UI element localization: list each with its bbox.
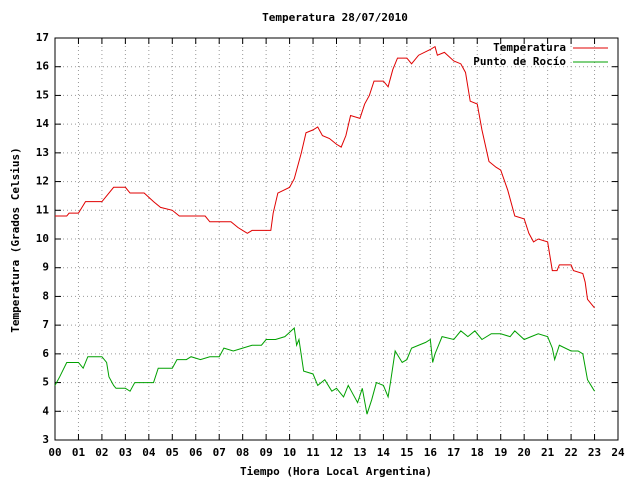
y-tick-label: 12 <box>36 175 49 188</box>
x-tick-label: 01 <box>72 446 86 459</box>
y-tick-label: 5 <box>42 376 49 389</box>
x-tick-label: 03 <box>119 446 132 459</box>
x-tick-label: 02 <box>95 446 108 459</box>
y-tick-label: 14 <box>36 117 50 130</box>
x-tick-label: 13 <box>353 446 366 459</box>
plot-border <box>54 37 619 441</box>
y-tick-label: 4 <box>42 404 49 417</box>
x-tick-label: 17 <box>447 446 460 459</box>
y-tick-label: 3 <box>42 433 49 446</box>
x-tick-label: 09 <box>260 446 273 459</box>
y-tick-label: 7 <box>42 318 49 331</box>
x-tick-label: 22 <box>564 446 577 459</box>
x-tick-label: 16 <box>424 446 438 459</box>
x-tick-label: 23 <box>588 446 601 459</box>
legend-label: Temperatura <box>493 41 566 54</box>
y-axis-label: Temperatura (Grados Celsius) <box>9 147 22 332</box>
y-tick-label: 16 <box>36 60 50 73</box>
x-tick-label: 11 <box>306 446 320 459</box>
x-tick-label: 10 <box>283 446 296 459</box>
chart-title: Temperatura 28/07/2010 <box>262 11 408 24</box>
x-tick-label: 18 <box>471 446 484 459</box>
y-tick-label: 11 <box>36 203 50 216</box>
y-tick-label: 10 <box>36 232 49 245</box>
y-tick-label: 15 <box>36 88 49 101</box>
x-tick-label: 04 <box>142 446 156 459</box>
x-tick-label: 15 <box>400 446 413 459</box>
y-tick-label: 8 <box>42 289 49 302</box>
x-tick-label: 24 <box>611 446 625 459</box>
y-tick-label: 6 <box>42 347 49 360</box>
x-tick-label: 07 <box>213 446 226 459</box>
y-tick-label: 9 <box>42 261 49 274</box>
x-tick-label: 00 <box>48 446 61 459</box>
x-tick-label: 21 <box>541 446 555 459</box>
series-line <box>55 45 595 309</box>
series-line <box>54 326 595 415</box>
x-axis-label: Tiempo (Hora Local Argentina) <box>240 465 432 478</box>
y-tick-label: 17 <box>36 31 49 44</box>
x-tick-label: 19 <box>494 446 507 459</box>
x-tick-label: 14 <box>377 446 391 459</box>
x-tick-label: 12 <box>330 446 343 459</box>
x-tick-label: 06 <box>189 446 203 459</box>
x-tick-label: 05 <box>166 446 179 459</box>
x-tick-label: 08 <box>236 446 249 459</box>
y-tick-label: 13 <box>36 146 49 159</box>
legend-label: Punto de Rocío <box>473 55 566 68</box>
x-tick-label: 20 <box>518 446 531 459</box>
